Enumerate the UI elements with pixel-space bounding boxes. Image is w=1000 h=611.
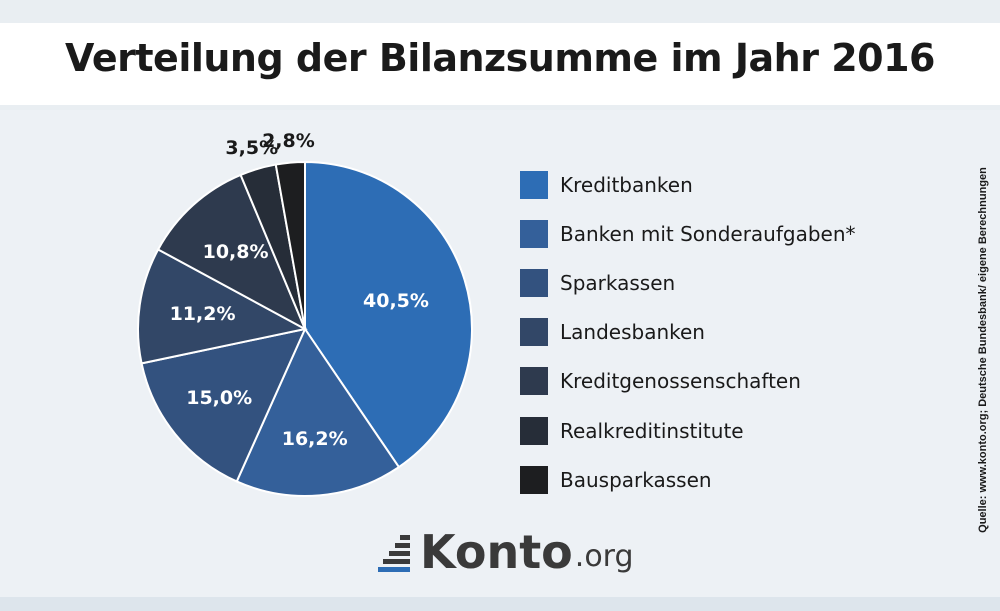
legend-item-kreditbanken: Kreditbanken [520,160,856,209]
legend-swatch [520,318,548,347]
legend-label: Kreditbanken [560,172,693,197]
slice-value-label: 40,5% [363,290,429,312]
legend-swatch [520,367,548,396]
pie-slice-landesbanken [137,248,308,365]
legend-label: Sparkassen [560,270,676,295]
logo-brand: Konto [420,525,573,579]
slice-value-label: 11,2% [170,303,236,325]
stacked-bars-icon [378,535,410,572]
legend-label: Realkreditinstitute [560,418,744,443]
pie-slice-banken-mit-sonderaufgaben [235,326,401,497]
legend-item-kreditgenossenschaften: Kreditgenossenschaften [520,357,856,406]
slice-value-label: 16,2% [282,428,348,450]
legend-swatch [520,170,548,199]
slice-value-label: 2,8% [262,130,315,152]
legend-swatch [520,416,548,445]
legend-label: Bausparkassen [560,467,712,492]
legend-item-landesbanken: Landesbanken [520,308,856,357]
legend-swatch [520,465,548,494]
bottom-strip [0,597,1000,611]
legend-item-sparkassen: Sparkassen [520,258,856,307]
legend-swatch [520,268,548,297]
source-note: Quelle: www.konto.org; Deutsche Bundesba… [977,167,989,533]
slice-value-label: 15,0% [186,387,252,409]
legend-item-bausparkassen: Bausparkassen [520,455,856,504]
pie-slice-sparkassen [140,327,307,483]
logo-tld: .org [574,539,634,574]
legend-item-realkreditinstitute: Realkreditinstitute [520,406,856,455]
pie-slice-kreditgenossenschaften [156,173,308,332]
legend-label: Banken mit Sonderaufgaben* [560,221,856,246]
slice-value-label: 3,5% [225,137,278,159]
title-band [0,23,1000,105]
legend: Kreditbanken Banken mit Sonderaufgaben* … [520,160,856,504]
slice-value-label: 10,8% [203,241,269,263]
legend-label: Kreditgenossenschaften [560,369,801,394]
legend-swatch [520,219,548,248]
legend-label: Landesbanken [560,320,705,345]
legend-item-banken-mit-sonderaufgaben: Banken mit Sonderaufgaben* [520,209,856,258]
chart-title: Verteilung der Bilanzsumme im Jahr 2016 [65,36,935,80]
pie-slice-bausparkassen [274,160,306,330]
pie-slice-kreditbanken [304,160,473,469]
konto-logo[interactable]: Konto .org [378,527,634,577]
